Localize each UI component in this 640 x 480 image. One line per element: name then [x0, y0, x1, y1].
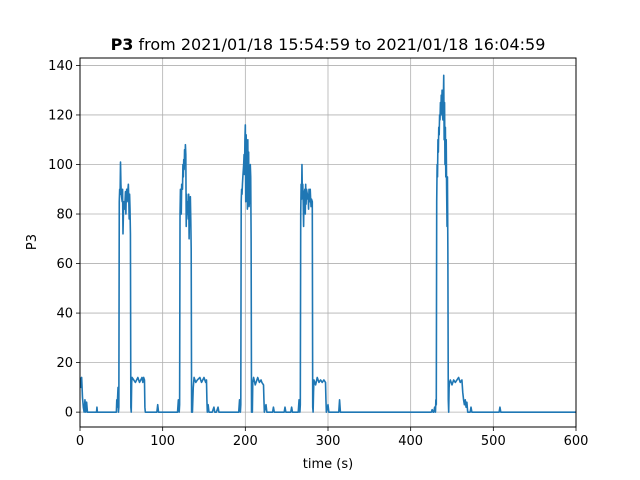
- chart-title-rest: from 2021/01/18 15:54:59 to 2021/01/18 1…: [133, 35, 545, 54]
- y-tick-label: 140: [48, 59, 73, 74]
- y-tick-label: 40: [56, 307, 73, 322]
- y-tick-label: 80: [56, 208, 73, 223]
- series-line-p3: [80, 74, 576, 413]
- x-tick-label: 400: [398, 434, 423, 449]
- y-tick-label: 0: [65, 406, 73, 421]
- x-tick-label: 0: [76, 434, 84, 449]
- y-tick-label: 20: [56, 356, 73, 371]
- chart-title-bold: P3: [111, 35, 134, 54]
- y-tick-label: 120: [48, 108, 73, 123]
- y-tick-label: 60: [56, 257, 73, 272]
- grid: [79, 58, 577, 427]
- x-tick-label: 500: [481, 434, 506, 449]
- x-axis-label: time (s): [303, 457, 353, 472]
- chart-title: P3 from 2021/01/18 15:54:59 to 2021/01/1…: [111, 35, 546, 54]
- y-tick-label: 100: [48, 158, 73, 173]
- plot-area: [80, 74, 576, 413]
- axis-ticks: 0 100 200 300 400 500 600 0 20 40 60 80 100 120 140: [48, 59, 588, 449]
- x-tick-label: 200: [233, 434, 258, 449]
- x-tick-label: 100: [150, 434, 175, 449]
- x-tick-label: 300: [316, 434, 341, 449]
- y-axis-label: P3: [25, 234, 40, 250]
- x-tick-label: 600: [564, 434, 589, 449]
